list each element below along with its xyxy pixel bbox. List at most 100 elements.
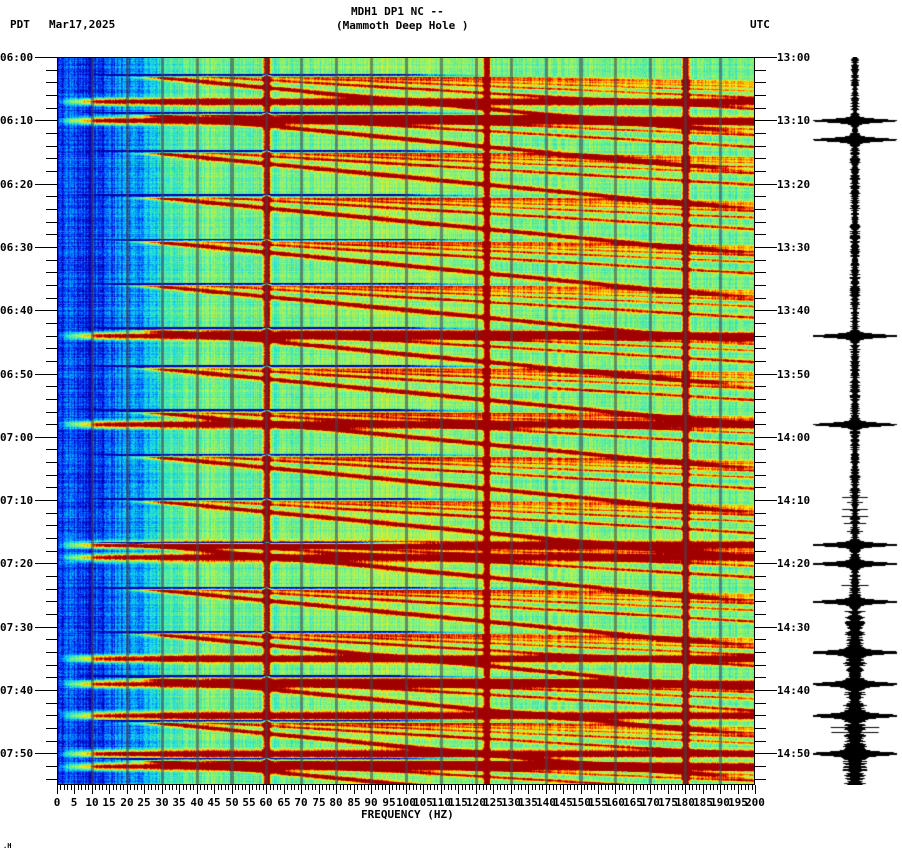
- axis-tick: [232, 785, 233, 794]
- axis-tick: [563, 785, 564, 794]
- axis-tick: [46, 741, 57, 742]
- frequency-tick-label: 130: [501, 796, 521, 809]
- axis-tick: [490, 785, 491, 790]
- axis-tick: [755, 386, 766, 387]
- axis-tick: [375, 785, 376, 790]
- axis-tick: [755, 627, 777, 628]
- frequency-tick-label: 105: [413, 796, 433, 809]
- axis-tick: [35, 500, 57, 501]
- frequency-tick-label: 75: [312, 796, 326, 809]
- axis-tick: [169, 785, 170, 790]
- axis-tick: [629, 785, 630, 790]
- axis-tick: [183, 785, 184, 790]
- axis-tick: [755, 690, 777, 691]
- axis-tick: [245, 785, 246, 790]
- axis-tick: [476, 785, 477, 794]
- axis-tick: [738, 785, 739, 794]
- axis-tick: [755, 298, 766, 299]
- axis-tick: [755, 120, 777, 121]
- axis-tick: [654, 785, 655, 790]
- time-label-utc: 14:20: [777, 557, 811, 570]
- axis-tick: [591, 785, 592, 790]
- axis-tick: [465, 785, 466, 790]
- axis-tick: [755, 639, 766, 640]
- axis-tick: [46, 449, 57, 450]
- frequency-tick-label: 35: [172, 796, 186, 809]
- axis-tick: [755, 753, 777, 754]
- axis-tick: [46, 412, 57, 413]
- axis-tick: [668, 785, 669, 794]
- axis-tick: [633, 785, 634, 794]
- axis-tick: [574, 785, 575, 790]
- axis-tick: [46, 272, 57, 273]
- axis-tick: [259, 785, 260, 790]
- axis-tick: [748, 785, 749, 790]
- time-label-pdt: 07:20: [0, 557, 34, 570]
- time-label-utc: 14:40: [777, 684, 811, 697]
- axis-tick: [755, 614, 766, 615]
- frequency-tick-label: 185: [693, 796, 713, 809]
- axis-tick: [755, 665, 766, 666]
- axis-tick: [755, 652, 766, 653]
- axis-tick: [336, 785, 337, 794]
- axis-tick: [312, 785, 313, 790]
- axis-tick: [130, 785, 131, 790]
- axis-tick: [35, 247, 57, 248]
- time-axis-pdt: 06:00 06:10 06:20 06:30 06:40 06:50 07:00 07:10…: [0, 51, 57, 786]
- axis-tick: [113, 785, 114, 790]
- axis-tick: [755, 361, 766, 362]
- axis-tick: [46, 336, 57, 337]
- axis-tick: [643, 785, 644, 790]
- axis-tick: [221, 785, 222, 790]
- axis-tick: [622, 785, 623, 790]
- axis-tick: [713, 785, 714, 790]
- axis-tick: [46, 551, 57, 552]
- axis-tick: [211, 785, 212, 790]
- axis-tick: [504, 785, 505, 790]
- station-subtitle: (Mammoth Deep Hole ): [336, 19, 469, 32]
- axis-tick: [636, 785, 637, 790]
- time-label-utc: 13:40: [777, 304, 811, 317]
- axis-tick: [720, 785, 721, 794]
- axis-tick: [35, 120, 57, 121]
- axis-tick: [724, 785, 725, 790]
- axis-tick: [525, 785, 526, 790]
- axis-tick: [755, 487, 766, 488]
- axis-tick: [594, 785, 595, 790]
- frequency-tick-label: 10: [85, 796, 99, 809]
- axis-tick: [85, 785, 86, 790]
- axis-tick: [190, 785, 191, 790]
- axis-tick: [612, 785, 613, 790]
- time-label-utc: 13:30: [777, 241, 811, 254]
- time-label-pdt: 07:50: [0, 747, 34, 760]
- axis-tick: [396, 785, 397, 790]
- frequency-tick-label: 60: [259, 796, 273, 809]
- axis-tick: [437, 785, 438, 790]
- axis-tick: [560, 785, 561, 790]
- axis-tick: [266, 785, 267, 794]
- spectrogram-plot[interactable]: [57, 57, 755, 785]
- axis-tick: [615, 785, 616, 794]
- axis-tick: [71, 785, 72, 790]
- axis-tick: [46, 82, 57, 83]
- axis-tick: [340, 785, 341, 790]
- frequency-tick-label: 40: [190, 796, 204, 809]
- axis-tick: [392, 785, 393, 790]
- axis-tick: [249, 785, 250, 794]
- axis-tick: [46, 196, 57, 197]
- axis-tick: [287, 785, 288, 790]
- axis-tick: [74, 785, 75, 794]
- frequency-tick-label: 55: [242, 796, 256, 809]
- axis-tick: [155, 785, 156, 790]
- frequency-tick-label: 165: [623, 796, 643, 809]
- axis-tick: [378, 785, 379, 790]
- axis-tick: [144, 785, 145, 794]
- frequency-tick-label: 50: [225, 796, 239, 809]
- axis-tick: [661, 785, 662, 790]
- axis-tick: [322, 785, 323, 790]
- axis-tick: [500, 785, 501, 790]
- axis-tick: [134, 785, 135, 790]
- frequency-tick-label: 140: [536, 796, 556, 809]
- axis-tick: [448, 785, 449, 790]
- axis-tick: [127, 785, 128, 794]
